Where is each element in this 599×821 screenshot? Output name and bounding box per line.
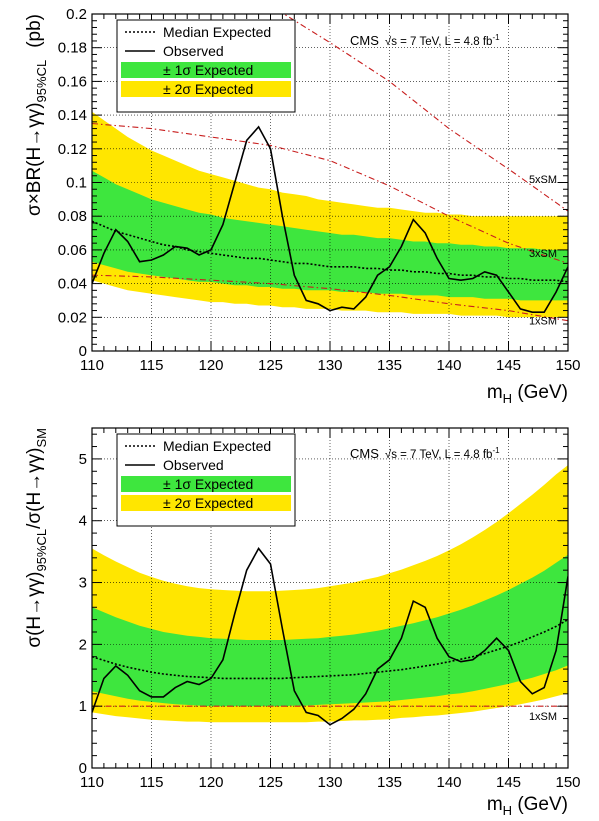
y-axis-title-part1: σ(H→γγ): [24, 572, 45, 648]
cms-annotation: CMS √s = 7 TeV, L = 4.8 fb-1: [350, 33, 500, 48]
panel-cross-section-limit: 5xSM 3xSM 1xSM 110 115 120 125 130 135 140 145 150 0…: [24, 6, 581, 406]
x-tick-label: 115: [140, 357, 164, 374]
y-tick-label: 0.08: [58, 208, 87, 225]
y-tick-label: 0.14: [58, 107, 87, 124]
lumi-exponent: -1: [492, 446, 500, 455]
cms-label: CMS: [350, 446, 379, 461]
x-tick-label: 150: [555, 774, 580, 791]
y-tick-label: 0.1: [66, 175, 87, 192]
sm-label-5xsm: 5xSM: [529, 174, 557, 186]
energy-lumi-label: √s = 7 TeV, L = 4.8 fb: [385, 35, 493, 48]
legend: Median Expected Observed ± 1σ Expected ± 2σ…: [116, 19, 296, 113]
x-axis-title-main: m: [487, 382, 503, 403]
x-tick-label: 145: [496, 357, 521, 374]
y-axis-title-sub1: 95%CL: [34, 529, 49, 572]
y-tick-label: 0.12: [58, 141, 87, 158]
x-tick-label: 135: [377, 357, 402, 374]
sm-label-1xsm: 1xSM: [529, 316, 557, 328]
legend: Median Expected Observed ± 1σ Expected ± 2σ…: [116, 433, 296, 527]
cms-label: CMS: [350, 33, 379, 48]
x-axis-title-sub: H: [503, 803, 512, 816]
legend-swatch-2sigma: [121, 495, 291, 511]
y-tick-label: 0: [79, 343, 87, 360]
x-tick-label: 110: [80, 357, 104, 374]
x-axis-title-unit: (GeV): [512, 382, 568, 403]
y-tick-label: 0.06: [58, 242, 87, 259]
median-expected-line: [92, 618, 568, 680]
y-tick-label: 0: [79, 760, 87, 777]
x-tick-label: 130: [317, 357, 342, 374]
y-tick-label: 0.2: [66, 6, 87, 23]
y-tick-label: 5: [79, 451, 87, 468]
x-tick-label: 145: [496, 774, 521, 791]
x-tick-label: 150: [555, 357, 580, 374]
x-axis-title: mH (GeV): [487, 382, 568, 406]
y-tick-label: 3: [79, 575, 87, 592]
lumi-exponent: -1: [492, 33, 500, 42]
x-tick-label: 120: [198, 357, 223, 374]
y-axis-title-unit: (pb): [24, 14, 45, 48]
y-tick-label: 0.16: [58, 73, 87, 90]
x-tick-label: 120: [198, 774, 223, 791]
y-axis-title-sub: 95%CL: [34, 60, 49, 103]
observed-line: [92, 547, 568, 726]
legend-swatch-1sigma: [121, 476, 291, 492]
legend-label: Observed: [163, 457, 224, 473]
legend-label: Median Expected: [163, 438, 271, 454]
x-axis-title-sub: H: [503, 391, 512, 406]
sm-label-1xsm: 1xSM: [529, 711, 557, 723]
x-tick-label: 125: [258, 774, 283, 791]
y-axis-title-main: σ×BR(H→γγ): [24, 102, 45, 216]
sm-label-3xsm: 3xSM: [529, 248, 557, 260]
panel-signal-strength-limit: 1xSM 110 115 120 125 130 135 140 145 150 0 1 2 3 4 5 mH …: [24, 427, 581, 818]
legend-label: Observed: [163, 43, 224, 59]
cms-annotation: CMS √s = 7 TeV, L = 4.8 fb-1: [350, 446, 500, 461]
y-axis-title: σ(H→γγ)95%CL/σ(H→γγ)SM: [24, 428, 49, 648]
x-tick-label: 135: [377, 774, 402, 791]
x-tick-label: 125: [258, 357, 283, 374]
observed-line: [92, 125, 568, 313]
y-tick-label: 4: [79, 513, 87, 530]
y-tick-label: 0.04: [58, 276, 87, 293]
y-tick-label: 0.02: [58, 309, 87, 326]
x-tick-label: 140: [436, 774, 461, 791]
legend-swatch-2sigma: [121, 81, 291, 97]
y-axis-title-part2: /σ(H→γγ): [24, 448, 45, 529]
band-1sigma-expected: [92, 170, 568, 301]
y-axis-title-sub2: SM: [34, 428, 49, 448]
y-axis-title: σ×BR(H→γγ)95%CL (pb): [24, 14, 49, 216]
x-axis-title-unit: (GeV): [512, 794, 568, 815]
x-tick-label: 110: [80, 774, 104, 791]
x-axis-title: mH (GeV): [487, 794, 568, 816]
legend-label: ± 1σ Expected: [163, 476, 253, 492]
legend-swatch-1sigma: [121, 62, 291, 78]
legend-label: ± 2σ Expected: [163, 495, 253, 511]
x-axis-title-main: m: [487, 794, 503, 815]
y-tick-label: 1: [79, 698, 87, 715]
x-tick-label: 115: [140, 774, 164, 791]
legend-label: ± 1σ Expected: [163, 62, 253, 78]
legend-label: ± 2σ Expected: [163, 81, 253, 97]
legend-label: Median Expected: [163, 24, 271, 40]
energy-lumi-label: √s = 7 TeV, L = 4.8 fb: [385, 448, 493, 461]
x-tick-label: 140: [436, 357, 461, 374]
y-tick-label: 0.18: [58, 40, 87, 57]
x-tick-label: 130: [317, 774, 342, 791]
y-tick-label: 2: [79, 636, 87, 653]
